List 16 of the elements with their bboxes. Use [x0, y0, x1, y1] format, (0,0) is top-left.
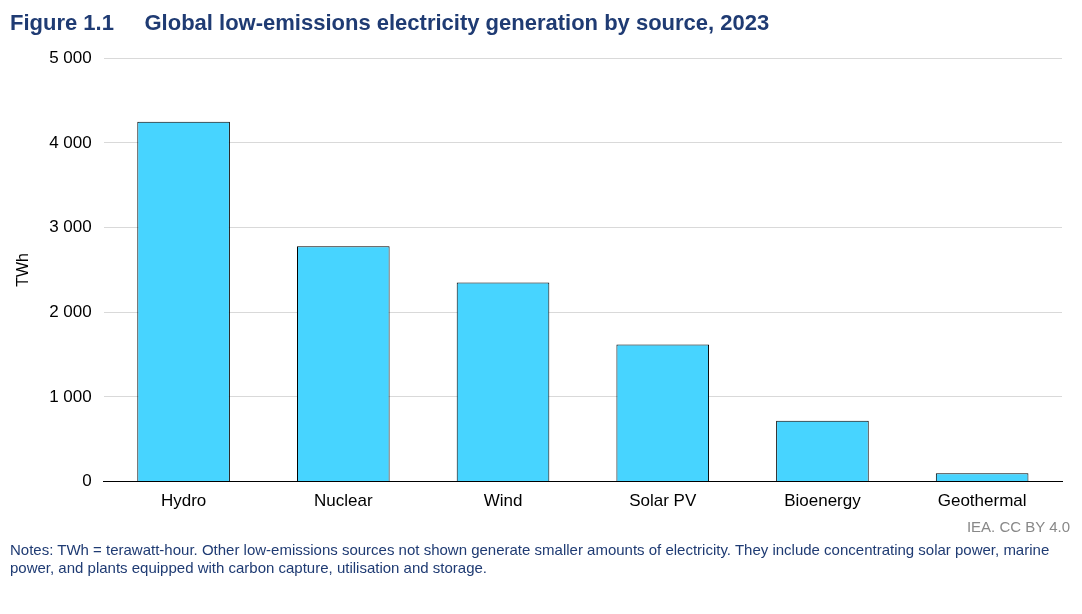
text: IEA. CC BY 4.0 — [965, 518, 1071, 535]
y-axis-title: TWh — [14, 253, 32, 287]
y-tick-label: 1 000 — [49, 386, 92, 406]
x-tick-label: Wind — [483, 491, 523, 511]
y-tick-label: 3 000 — [49, 217, 92, 237]
x-tick-label: Solar PV — [629, 491, 697, 511]
y-tick-label: 5 000 — [49, 47, 92, 67]
x-tick-label: Hydro — [160, 491, 207, 511]
y-tick-label: 2 000 — [49, 301, 92, 321]
chart-title: Figure 1.1 Global low-emissions electricity generation by source, 2023 — [9, 9, 771, 36]
x-tick-label: Geothermal — [937, 491, 1027, 511]
x-tick-label: Bioenergy — [784, 491, 862, 511]
text: Notes: TWh = terawatt-hour. Other low-emissions sources not shown generate smaller amounts of electricity. They include concentrating solar power, marine power, and plants equipped with carbon capture, utilisation and storage. — [9, 540, 1051, 577]
y-tick-label: 0 — [82, 471, 92, 491]
y-tick-label: 4 000 — [49, 132, 92, 152]
x-tick-label: Nuclear — [314, 491, 373, 511]
